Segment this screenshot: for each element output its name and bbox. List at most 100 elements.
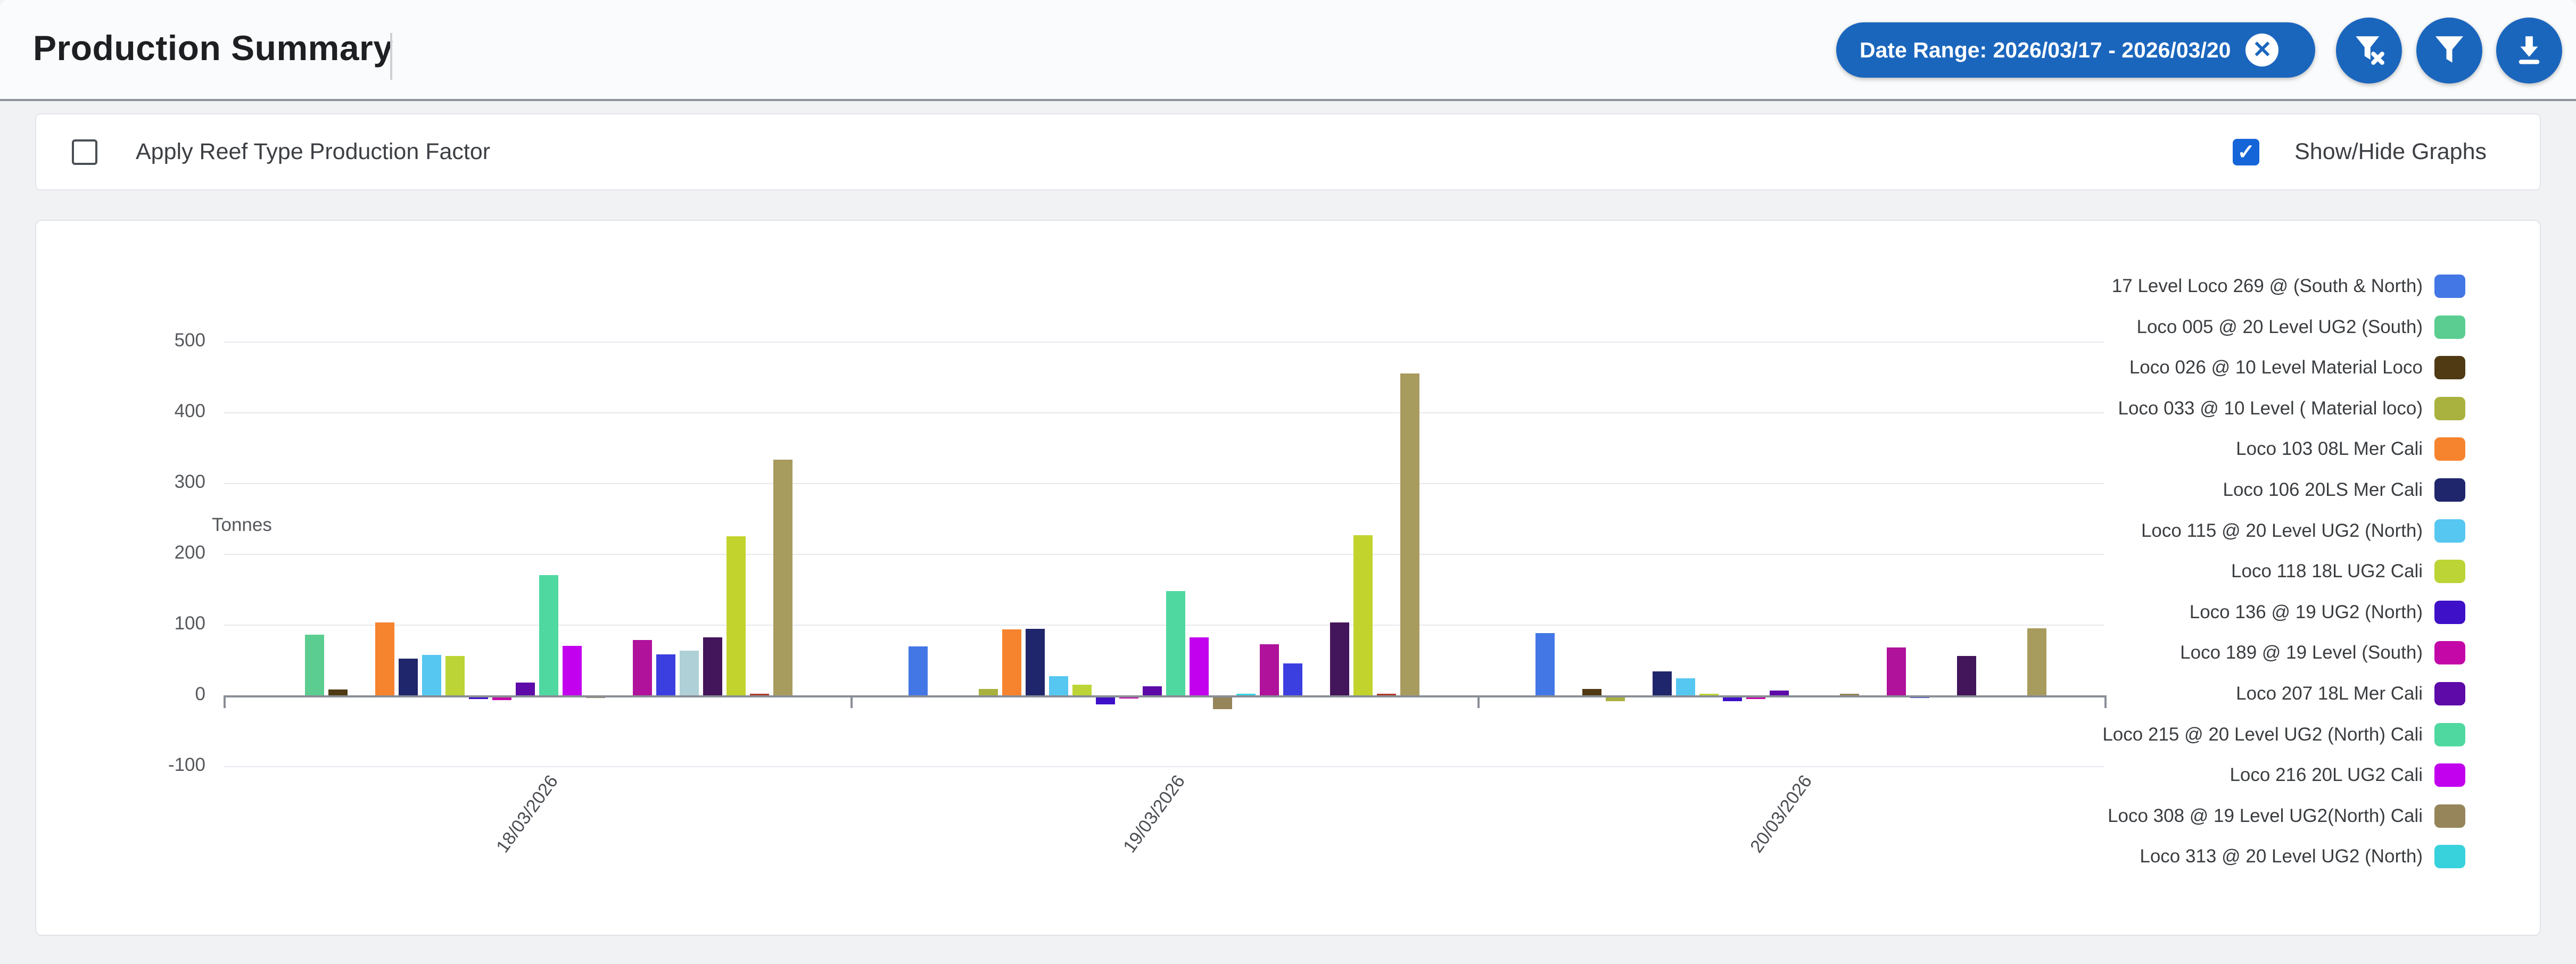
bar-series-13-cat-2[interactable] bbox=[1190, 637, 1209, 695]
legend-color-swatch bbox=[2434, 519, 2465, 543]
bar-series-4-cat-3[interactable] bbox=[1606, 696, 1625, 702]
bar-series-7-cat-3[interactable] bbox=[1676, 678, 1695, 695]
legend-item[interactable]: 17 Level Loco 269 @ (South & North) bbox=[2112, 271, 2465, 301]
clear-filter-button[interactable] bbox=[2336, 18, 2402, 84]
legend-item-label: Loco 005 @ 20 Level UG2 (South) bbox=[2136, 316, 2423, 337]
legend-item[interactable]: Loco 106 20LS Mer Cali bbox=[2223, 475, 2465, 505]
legend-item[interactable]: Loco 005 @ 20 Level UG2 (South) bbox=[2136, 312, 2465, 342]
apply-reef-checkbox[interactable] bbox=[72, 139, 97, 165]
bar-series-4-cat-2[interactable] bbox=[979, 689, 998, 695]
legend-item-label: Loco 106 20LS Mer Cali bbox=[2223, 479, 2423, 500]
legend-item[interactable]: Loco 207 18L Mer Cali bbox=[2236, 679, 2465, 709]
bar-series-17-cat-2[interactable] bbox=[1283, 663, 1302, 695]
bar-series-10-cat-3[interactable] bbox=[1746, 696, 1765, 700]
legend-item-label: Loco 215 @ 20 Level UG2 (North) Cali bbox=[2102, 724, 2423, 745]
bar-chart-plot: 500 400 300 200 100 0 -100 18/03/2026 19/03/2026… bbox=[36, 221, 2540, 935]
legend-color-swatch bbox=[2434, 641, 2465, 665]
legend-color-swatch bbox=[2434, 682, 2465, 705]
legend-item[interactable]: Loco 033 @ 10 Level ( Material loco) bbox=[2118, 394, 2465, 423]
bar-series-14-cat-3[interactable] bbox=[1840, 694, 1859, 695]
bar-series-11-cat-1[interactable] bbox=[516, 683, 535, 695]
bar-series-8-cat-1[interactable] bbox=[445, 655, 465, 695]
bar-series-12-cat-1[interactable] bbox=[539, 575, 558, 695]
bar-series-5-cat-2[interactable] bbox=[1002, 629, 1021, 695]
bar-series-5-cat-1[interactable] bbox=[375, 622, 394, 695]
bar-series-9-cat-3[interactable] bbox=[1723, 696, 1742, 702]
date-range-filter-chip[interactable]: Date Range: 2026/03/17 - 2026/03/20 ✕ bbox=[1836, 22, 2315, 78]
filter-button[interactable] bbox=[2416, 18, 2482, 84]
legend-item[interactable]: Loco 313 @ 20 Level UG2 (North) bbox=[2140, 842, 2465, 871]
show-hide-graphs-label: Show/Hide Graphs bbox=[2294, 139, 2487, 164]
y-axis-title: Tonnes bbox=[212, 514, 272, 535]
legend-color-swatch bbox=[2434, 560, 2465, 584]
legend-item-label: Loco 118 18L UG2 Cali bbox=[2231, 561, 2423, 582]
bar-series-8-cat-3[interactable] bbox=[1699, 694, 1719, 695]
bar-series-3-cat-3[interactable] bbox=[1582, 689, 1601, 695]
legend-item-label: Loco 216 20L UG2 Cali bbox=[2230, 764, 2423, 786]
y-axis-tick-label: 200 bbox=[174, 542, 205, 563]
legend-item[interactable]: Loco 216 20L UG2 Cali bbox=[2230, 760, 2465, 790]
bar-series-22-cat-3[interactable] bbox=[2027, 628, 2046, 695]
bar-series-9-cat-1[interactable] bbox=[469, 696, 488, 700]
y-axis-tick-label: 400 bbox=[174, 401, 205, 421]
bar-series-22-cat-1[interactable] bbox=[773, 460, 792, 695]
bar-series-2-cat-1[interactable] bbox=[305, 634, 324, 695]
bar-series-10-cat-1[interactable] bbox=[492, 696, 511, 700]
x-axis-tick bbox=[2104, 695, 2107, 708]
gridline bbox=[224, 342, 2104, 343]
legend-item-label: Loco 026 @ 10 Level Material Loco bbox=[2129, 357, 2423, 378]
legend-item[interactable]: Loco 115 @ 20 Level UG2 (North) bbox=[2141, 516, 2465, 546]
x-axis-category-label: 20/03/2026 bbox=[1746, 771, 1816, 857]
bar-series-6-cat-3[interactable] bbox=[1653, 671, 1672, 695]
bar-series-8-cat-2[interactable] bbox=[1072, 685, 1092, 695]
download-icon bbox=[2512, 32, 2547, 70]
chip-close-icon[interactable]: ✕ bbox=[2245, 34, 2279, 67]
bar-series-17-cat-1[interactable] bbox=[656, 654, 675, 695]
legend-item[interactable]: Loco 189 @ 19 Level (South) bbox=[2180, 638, 2465, 668]
legend-item[interactable]: Loco 308 @ 19 Level UG2(North) Cali bbox=[2108, 801, 2465, 831]
bar-series-20-cat-2[interactable] bbox=[1353, 535, 1373, 695]
bar-series-11-cat-2[interactable] bbox=[1143, 686, 1162, 695]
show-hide-graphs-checkbox[interactable]: ✓ bbox=[2233, 138, 2260, 165]
bar-series-6-cat-1[interactable] bbox=[399, 658, 418, 695]
bar-series-16-cat-2[interactable] bbox=[1260, 644, 1279, 695]
x-axis-tick bbox=[224, 695, 226, 708]
bar-series-3-cat-1[interactable] bbox=[328, 689, 348, 695]
legend-color-swatch bbox=[2434, 478, 2465, 502]
legend-item-label: Loco 103 08L Mer Cali bbox=[2236, 438, 2423, 460]
legend-color-swatch bbox=[2434, 315, 2465, 339]
bar-series-14-cat-2[interactable] bbox=[1213, 696, 1232, 709]
legend-color-swatch bbox=[2434, 396, 2465, 420]
bar-series-12-cat-2[interactable] bbox=[1166, 591, 1185, 695]
download-button[interactable] bbox=[2496, 18, 2562, 84]
bar-series-20-cat-1[interactable] bbox=[726, 536, 746, 695]
legend-item[interactable]: Loco 136 @ 19 UG2 (North) bbox=[2190, 597, 2465, 627]
bar-series-19-cat-2[interactable] bbox=[1330, 622, 1349, 695]
bar-series-7-cat-2[interactable] bbox=[1049, 676, 1068, 695]
x-axis-line bbox=[224, 695, 2104, 697]
legend-item[interactable]: Loco 118 18L UG2 Cali bbox=[2231, 556, 2465, 586]
legend-item-label: Loco 189 @ 19 Level (South) bbox=[2180, 642, 2423, 663]
bar-series-11-cat-3[interactable] bbox=[1770, 690, 1789, 695]
legend-color-swatch bbox=[2434, 600, 2465, 624]
bar-series-1-cat-3[interactable] bbox=[1535, 633, 1555, 695]
bar-series-9-cat-2[interactable] bbox=[1096, 696, 1115, 704]
bar-series-15-cat-2[interactable] bbox=[1236, 694, 1256, 695]
bar-series-22-cat-2[interactable] bbox=[1400, 373, 1419, 695]
legend-item[interactable]: Loco 026 @ 10 Level Material Loco bbox=[2129, 353, 2465, 383]
bar-series-21-cat-2[interactable] bbox=[1377, 694, 1396, 695]
bar-series-6-cat-2[interactable] bbox=[1026, 628, 1045, 695]
bar-series-1-cat-2[interactable] bbox=[909, 646, 928, 695]
bar-series-21-cat-1[interactable] bbox=[750, 694, 769, 695]
legend-item[interactable]: Loco 103 08L Mer Cali bbox=[2236, 434, 2465, 464]
bar-series-19-cat-1[interactable] bbox=[703, 637, 722, 695]
legend-item[interactable]: Loco 215 @ 20 Level UG2 (North) Cali bbox=[2102, 720, 2465, 750]
bar-series-7-cat-1[interactable] bbox=[422, 655, 441, 695]
bar-series-19-cat-3[interactable] bbox=[1957, 655, 1976, 695]
bar-series-13-cat-1[interactable] bbox=[563, 645, 582, 695]
bar-series-16-cat-1[interactable] bbox=[633, 640, 652, 695]
legend-color-swatch bbox=[2434, 722, 2465, 746]
bar-series-16-cat-3[interactable] bbox=[1887, 647, 1906, 695]
bar-series-18-cat-1[interactable] bbox=[680, 651, 699, 695]
